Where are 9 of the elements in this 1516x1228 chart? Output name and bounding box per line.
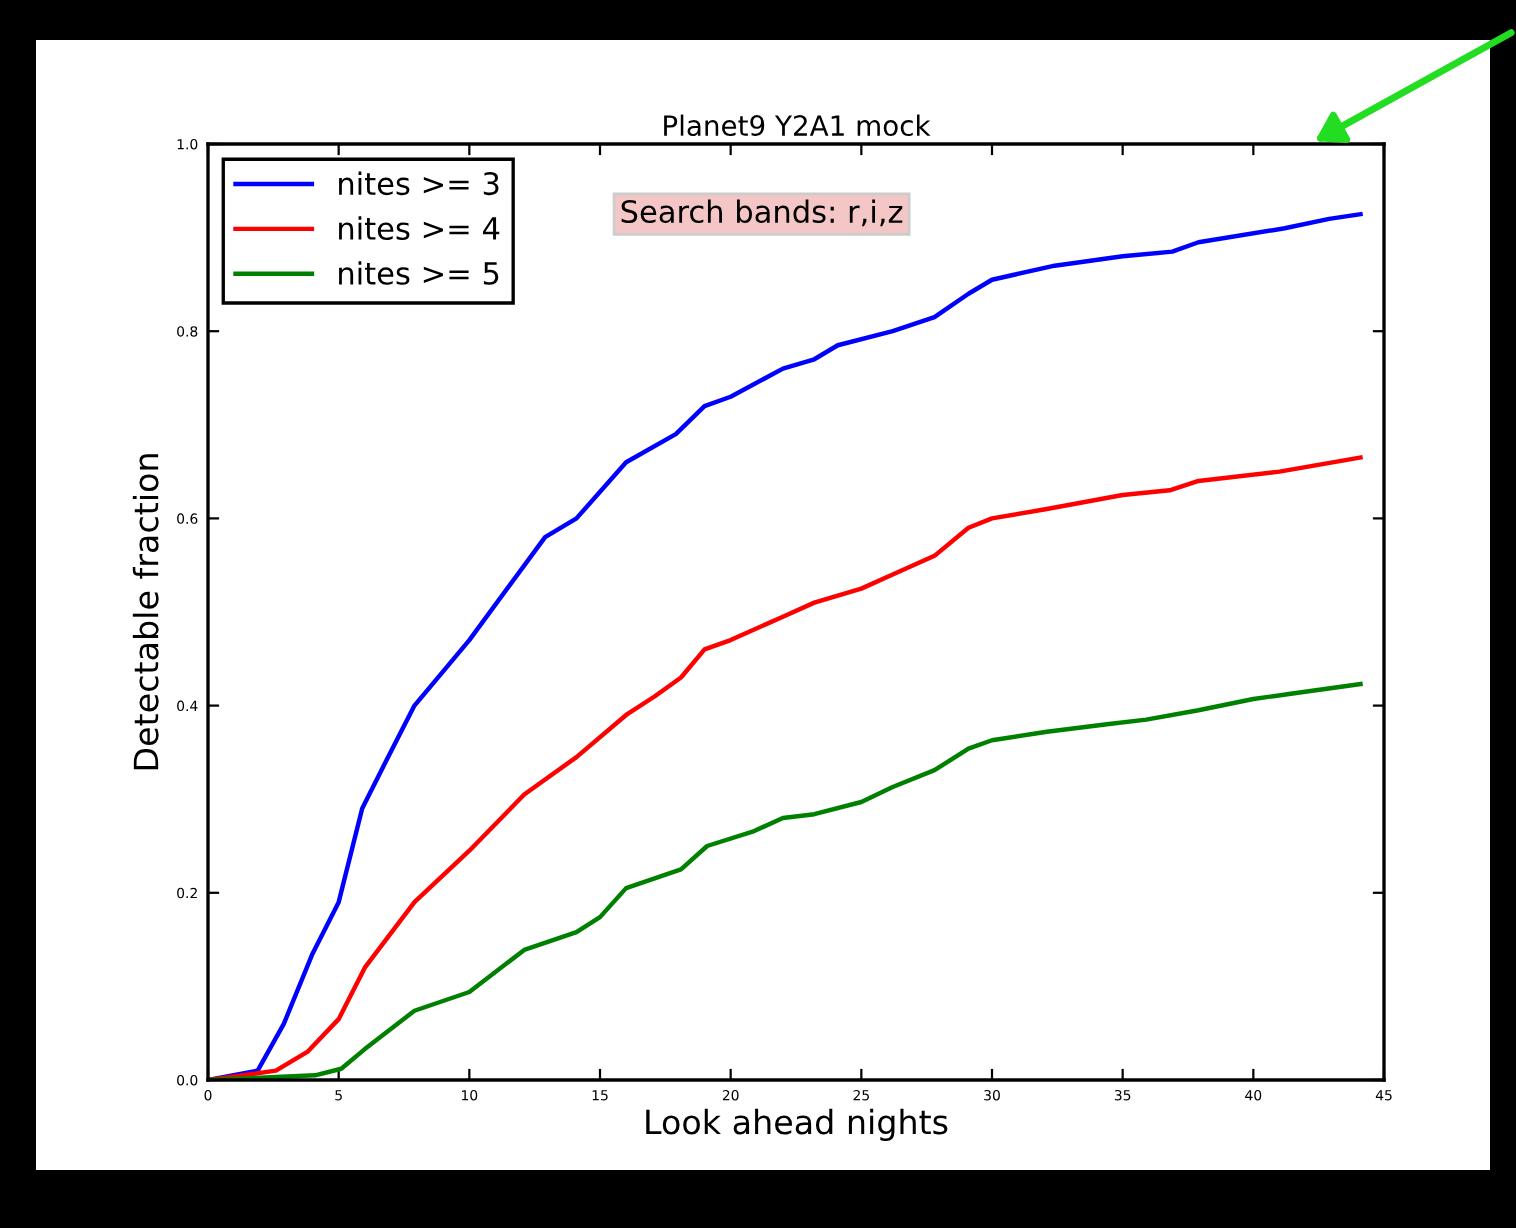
y-axis-title: Detectable fraction xyxy=(132,454,159,770)
x-axis-title: Look ahead nights xyxy=(646,1108,948,1141)
line-series xyxy=(208,681,1363,1080)
chart-title: Planet9 Y2A1 mock xyxy=(664,114,931,137)
legend-label: nites >= 3 xyxy=(339,171,499,196)
annotation: Search bands: r,i,z xyxy=(621,199,903,227)
legend-label: nites >= 4 xyxy=(339,216,500,240)
legend-label: nites >= 5 xyxy=(339,261,499,285)
line-series xyxy=(208,455,1363,1080)
